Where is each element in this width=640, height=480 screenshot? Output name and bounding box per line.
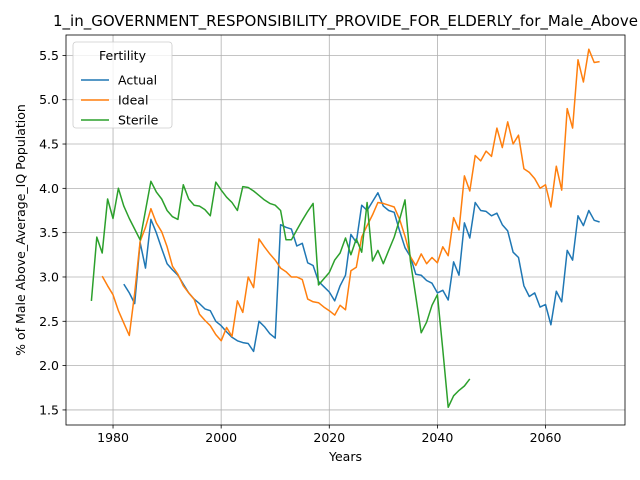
x-tick-label: 2000 [205, 430, 237, 445]
y-tick-label: 3.0 [39, 269, 59, 284]
x-tick-label: 2020 [313, 430, 345, 445]
x-tick-label: 2040 [421, 430, 453, 445]
series-line-sterile [90, 180, 471, 409]
axis-ticks: 1980 2000 2020 2040 2060 1.5 2.0 2.5 3.0 3.5 4.0 4.… [39, 48, 561, 445]
legend-entry-ideal: Ideal [118, 93, 148, 108]
x-axis-label: Years [328, 449, 362, 464]
y-axis-label: % of Male Above_Average_IQ Population [13, 104, 28, 356]
legend-entry-sterile: Sterile [118, 113, 159, 128]
y-tick-label: 4.5 [39, 137, 59, 152]
series-line-actual [123, 192, 600, 353]
x-tick-label: 1980 [97, 430, 129, 445]
legend: Fertility Actual Ideal Sterile [72, 41, 173, 129]
legend-entry-actual: Actual [118, 73, 157, 88]
y-tick-label: 2.5 [39, 314, 59, 329]
y-tick-label: 5.5 [39, 48, 59, 63]
y-tick-label: 3.5 [39, 225, 59, 240]
grid-lines [66, 35, 625, 425]
y-tick-label: 5.0 [39, 92, 59, 107]
y-tick-label: 1.5 [39, 402, 59, 417]
y-tick-label: 4.0 [39, 181, 59, 196]
legend-box [72, 41, 173, 129]
series-line-ideal [101, 48, 600, 342]
plot-area-frame [65, 34, 626, 426]
chart-title: 1_in_GOVERNMENT_RESPONSIBILITY_PROVIDE_F… [53, 12, 638, 31]
data-series [90, 48, 600, 409]
y-tick-label: 2.0 [39, 358, 59, 373]
x-tick-label: 2060 [530, 430, 562, 445]
legend-title: Fertility [99, 48, 147, 63]
